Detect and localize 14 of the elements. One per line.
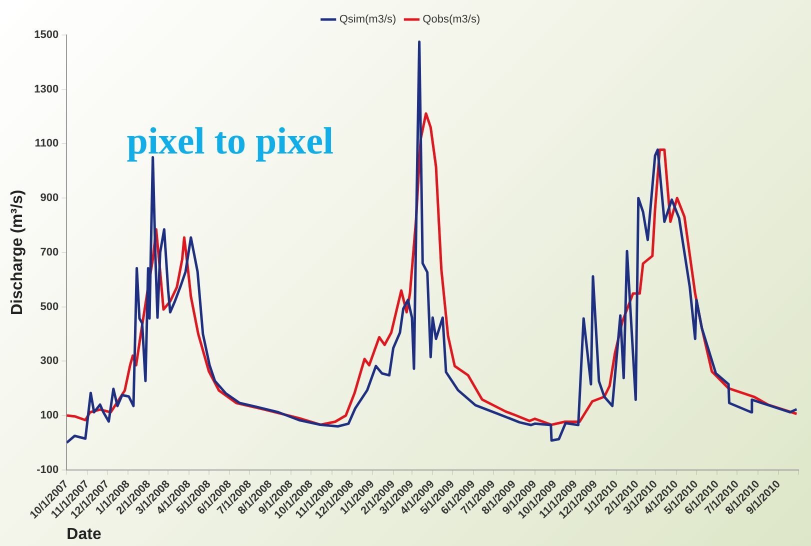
x-axis-title: Date — [66, 526, 102, 543]
y-tick-label: 900 — [40, 192, 59, 204]
y-tick-label: 1300 — [34, 83, 59, 96]
annotation: pixel to pixel — [126, 120, 334, 163]
y-tick-label: 100 — [40, 410, 59, 422]
y-tick-label: 300 — [40, 355, 59, 368]
y-axis-title: Discharge (m³/s) — [9, 190, 26, 316]
y-tick-label: 700 — [40, 246, 59, 258]
y-tick-label: 1100 — [34, 138, 59, 150]
legend-label: Qobs(m3/s) — [422, 14, 480, 26]
y-tick-label: 500 — [40, 300, 59, 313]
y-tick-label: -100 — [36, 464, 59, 476]
legend-label: Qsim(m3/s) — [339, 14, 396, 26]
y-tick-label: 1500 — [34, 29, 59, 42]
